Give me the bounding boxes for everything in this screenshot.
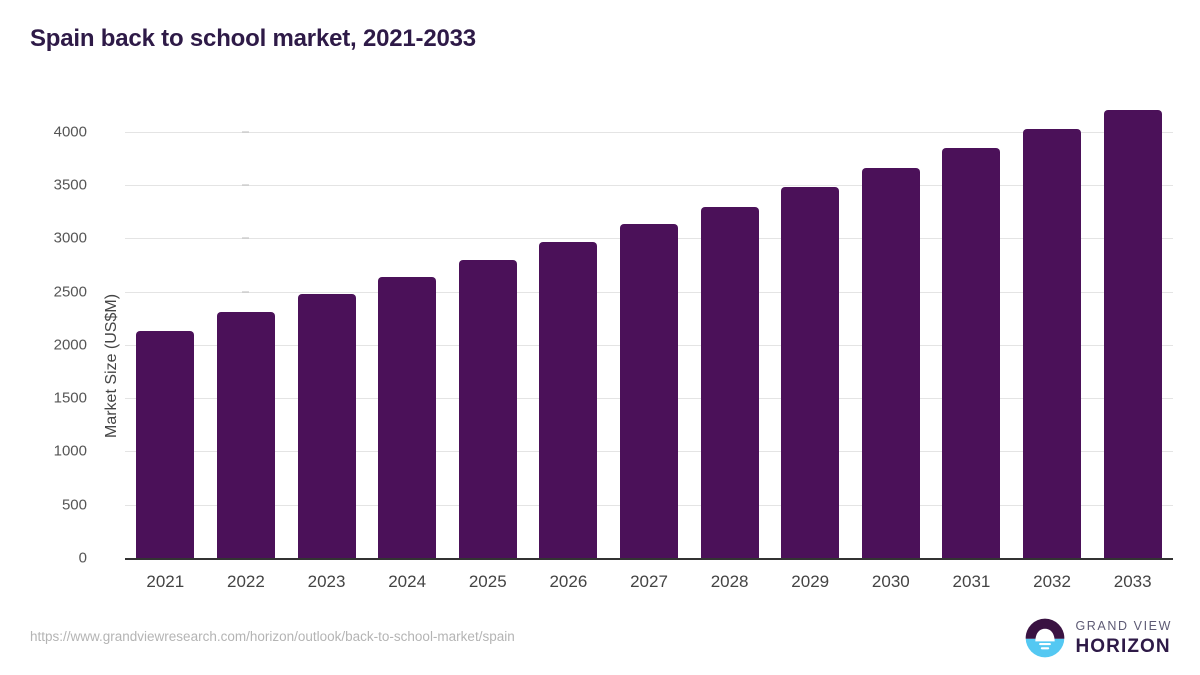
bar[interactable]: [781, 186, 840, 558]
x-axis-tick-label: 2025: [468, 572, 507, 591]
bar-slot: [528, 100, 609, 558]
bar[interactable]: [458, 259, 517, 558]
y-axis-tick-label: 2500: [53, 283, 87, 301]
x-axis-tick-label: 2024: [388, 572, 427, 591]
bar-slot: [1012, 100, 1093, 558]
gridline: [125, 185, 1173, 187]
y-axis-tick-mark: [242, 131, 249, 133]
x-axis-line: [125, 558, 1173, 560]
y-axis-tick-label: 500: [61, 496, 87, 514]
bar[interactable]: [297, 293, 356, 558]
bar-slot: [286, 100, 367, 558]
bar[interactable]: [1103, 109, 1162, 558]
x-axis-tick-label: 2027: [630, 572, 668, 591]
y-axis-tick-label: 3500: [53, 176, 87, 194]
bar-series: [125, 100, 1173, 558]
bar[interactable]: [861, 167, 920, 558]
y-axis-tick-label: 3000: [53, 229, 87, 247]
y-axis-tick-label: 1000: [53, 442, 87, 460]
bar-slot: [1092, 100, 1173, 558]
bar[interactable]: [539, 241, 598, 558]
bar-slot: [609, 100, 690, 558]
bar-slot: [367, 100, 448, 558]
brand-logo: GRAND VIEW HORIZON: [1024, 617, 1172, 659]
bar-slot: [447, 100, 528, 558]
x-axis-tick-label: 2031: [952, 572, 991, 591]
x-axis-tick-label: 2033: [1113, 572, 1152, 591]
x-axis-tick-label: 2030: [871, 572, 910, 591]
bar[interactable]: [378, 276, 437, 558]
bar[interactable]: [216, 311, 275, 558]
x-axis-tick-label: 2029: [791, 572, 830, 591]
brand-line-2: HORIZON: [1075, 635, 1171, 657]
bar-slot: [125, 100, 206, 558]
y-axis-title: Market Size (US$M): [103, 293, 120, 438]
bar-slot: [931, 100, 1012, 558]
horizon-circle-logo-icon: [1026, 618, 1065, 658]
y-axis-tick-label: 4000: [53, 123, 87, 141]
bar-slot: [689, 100, 770, 558]
x-axis-tick-label: 2023: [307, 572, 346, 591]
bar[interactable]: [619, 223, 678, 558]
brand-text: GRAND VIEW HORIZON: [1075, 620, 1172, 656]
x-axis-tick-label: 2032: [1033, 572, 1071, 591]
y-axis-tick-mark: [242, 291, 249, 293]
gridline: [125, 131, 1173, 133]
bar-slot: [770, 100, 851, 558]
bar-slot: [206, 100, 287, 558]
bar[interactable]: [1023, 129, 1082, 558]
bar-slot: [851, 100, 932, 558]
y-axis-tick-label: 2000: [53, 336, 87, 354]
brand-line-1: GRAND VIEW: [1075, 619, 1172, 634]
page-title: Spain back to school market, 2021-2033: [30, 25, 476, 52]
bar[interactable]: [136, 331, 195, 558]
y-axis-tick-mark: [242, 237, 249, 239]
y-axis-tick-label: 0: [78, 549, 87, 567]
x-axis-tick-label: 2028: [710, 572, 749, 591]
bar[interactable]: [942, 148, 1001, 558]
x-axis-tick-label: 2022: [227, 572, 265, 591]
bar[interactable]: [700, 206, 759, 558]
x-axis-tick-label: 2026: [549, 572, 588, 591]
y-axis-tick-label: 1500: [53, 389, 87, 407]
source-url[interactable]: https://www.grandviewresearch.com/horizo…: [30, 629, 515, 644]
y-axis-tick-mark: [242, 184, 249, 186]
x-axis-tick-label: 2021: [146, 572, 185, 591]
